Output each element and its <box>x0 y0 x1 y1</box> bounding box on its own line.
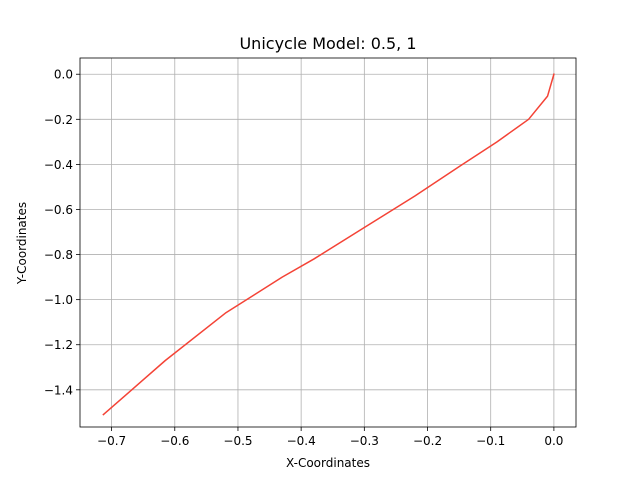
x-tick-label: −0.4 <box>287 434 316 448</box>
y-tick-label: −0.8 <box>44 248 73 262</box>
x-tick-label: −0.3 <box>350 434 379 448</box>
y-tick-label: −0.2 <box>44 113 73 127</box>
x-tick-label: −0.1 <box>476 434 505 448</box>
y-tick-label: −1.4 <box>44 383 73 397</box>
y-tick-label: −1.0 <box>44 293 73 307</box>
grid-layer <box>80 58 576 427</box>
x-tick-label: −0.2 <box>413 434 442 448</box>
y-axis-label: Y-Coordinates <box>15 202 29 285</box>
y-tick-label: −1.2 <box>44 338 73 352</box>
y-tick-label: −0.4 <box>44 158 73 172</box>
x-tick-label: −0.6 <box>160 434 189 448</box>
y-tick-label: −0.6 <box>44 203 73 217</box>
y-tick-label: 0.0 <box>54 68 73 82</box>
x-tick-label: −0.5 <box>223 434 252 448</box>
plot-frame <box>79 57 577 428</box>
chart-title: Unicycle Model: 0.5, 1 <box>239 34 416 53</box>
x-axis-label: X-Coordinates <box>286 456 370 470</box>
trajectory-line <box>102 73 555 416</box>
x-tick-label: 0.0 <box>544 434 563 448</box>
series-layer <box>102 73 555 416</box>
tick-layer: −0.7 −0.6 −0.5 −0.4 −0.3 −0.2 −0.1 0.0 0.0 −0.2 −0… <box>44 68 564 448</box>
x-tick-label: −0.7 <box>97 434 126 448</box>
